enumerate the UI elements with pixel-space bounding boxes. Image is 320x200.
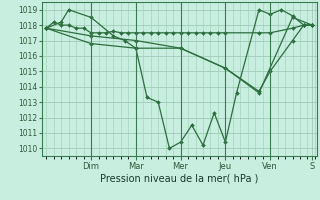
X-axis label: Pression niveau de la mer( hPa ): Pression niveau de la mer( hPa ) [100,173,258,183]
